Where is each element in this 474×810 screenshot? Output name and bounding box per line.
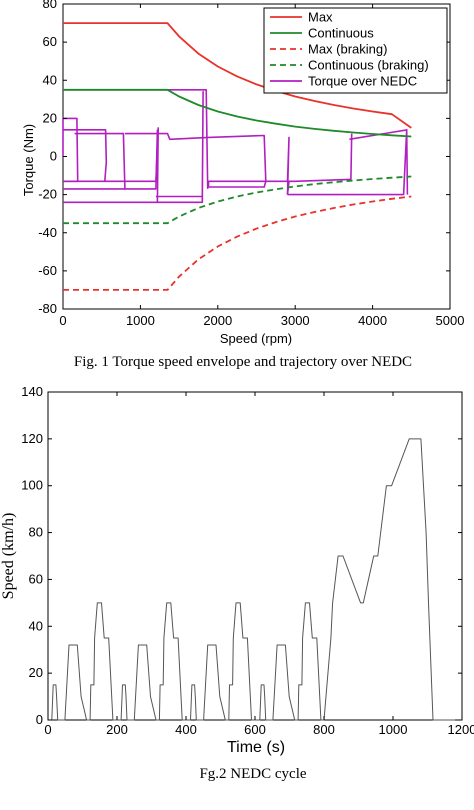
chart1-series-torque-over-nedc bbox=[207, 136, 290, 195]
chart1-series-torque-over-nedc bbox=[63, 129, 108, 182]
chart1-xlabel: Speed (rpm) bbox=[220, 331, 292, 346]
chart1-ytick-label: 60 bbox=[43, 34, 57, 49]
chart1-xtick-label: 0 bbox=[59, 313, 66, 328]
chart2-ytick-label: 140 bbox=[21, 384, 43, 399]
chart2-caption: Fg.2 NEDC cycle bbox=[199, 766, 306, 782]
chart1-ytick-label: 40 bbox=[43, 72, 57, 87]
legend-entry: Max bbox=[308, 10, 333, 25]
chart1-ytick-label: 80 bbox=[43, 0, 57, 11]
chart2-xtick-label: 600 bbox=[244, 722, 266, 737]
chart1-ytick-label: -60 bbox=[38, 263, 57, 278]
chart2-xtick-label: 1200 bbox=[448, 722, 474, 737]
chart2-plot-area bbox=[47, 391, 463, 721]
chart2-ytick-label: 0 bbox=[36, 712, 43, 727]
chart1-series-max-braking bbox=[63, 195, 412, 291]
chart2-ytick-label: 20 bbox=[29, 665, 43, 680]
chart1-series-continuous bbox=[63, 88, 412, 138]
chart2-ytick-label: 80 bbox=[29, 525, 43, 540]
chart2-xtick-label: 800 bbox=[313, 722, 335, 737]
chart1-caption: Fig. 1 Torque speed envelope and traject… bbox=[74, 354, 412, 370]
chart1-ytick-label: 0 bbox=[50, 149, 57, 164]
chart1-series-torque-over-nedc bbox=[124, 132, 209, 141]
chart2-xtick-label: 0 bbox=[44, 722, 51, 737]
legend-entry: Continuous (braking) bbox=[308, 58, 429, 73]
legend-box bbox=[263, 7, 448, 94]
chart2-ylabel: Speed (km/h) bbox=[0, 513, 17, 600]
chart2-xtick-label: 400 bbox=[175, 722, 197, 737]
chart1-series-torque-over-nedc bbox=[155, 90, 204, 204]
chart1-series-continuous-braking bbox=[63, 175, 412, 225]
chart1-xtick-label: 2000 bbox=[203, 313, 232, 328]
chart1-series-torque-over-nedc bbox=[74, 132, 126, 190]
legend-entry: Continuous bbox=[308, 26, 374, 41]
chart2-xlabel: Time (s) bbox=[227, 739, 285, 756]
legend-entry: Max (braking) bbox=[308, 42, 387, 57]
chart1-ytick-label: 20 bbox=[43, 110, 57, 125]
chart2-ytick-label: 40 bbox=[29, 618, 43, 633]
chart2-xtick-label: 200 bbox=[106, 722, 128, 737]
chart1-xtick-label: 4000 bbox=[358, 313, 387, 328]
chart1-xtick-label: 1000 bbox=[126, 313, 155, 328]
chart1-xtick-label: 5000 bbox=[436, 313, 465, 328]
chart1-ylabel: Torque (Nm) bbox=[21, 124, 36, 196]
chart1-ytick-label: -20 bbox=[38, 187, 57, 202]
chart2-xtick-label: 1000 bbox=[379, 722, 408, 737]
nedc-cycle-chart: 0 200 400 600 800 1000 1200020406080100120140 … bbox=[0, 384, 474, 782]
chart1-series-torque-over-nedc bbox=[63, 129, 159, 190]
chart2-ytick-label: 60 bbox=[29, 571, 43, 586]
chart1-series-torque-over-nedc bbox=[286, 133, 353, 195]
chart1-ytick-label: -40 bbox=[38, 225, 57, 240]
legend-entry: Torque over NEDC bbox=[308, 74, 417, 89]
chart2-ytick-label: 100 bbox=[21, 478, 43, 493]
chart1-ytick-label: -80 bbox=[38, 301, 57, 316]
chart2-speed-trace bbox=[48, 438, 456, 721]
chart1-xtick-label: 3000 bbox=[281, 313, 310, 328]
torque-speed-chart: 0 1000 2000 3000 4000 5000 -80 -60 -40 -20 0 20 40 60… bbox=[21, 0, 464, 370]
chart2-ytick-label: 120 bbox=[21, 431, 43, 446]
chart1-series-torque-over-nedc bbox=[287, 129, 409, 196]
